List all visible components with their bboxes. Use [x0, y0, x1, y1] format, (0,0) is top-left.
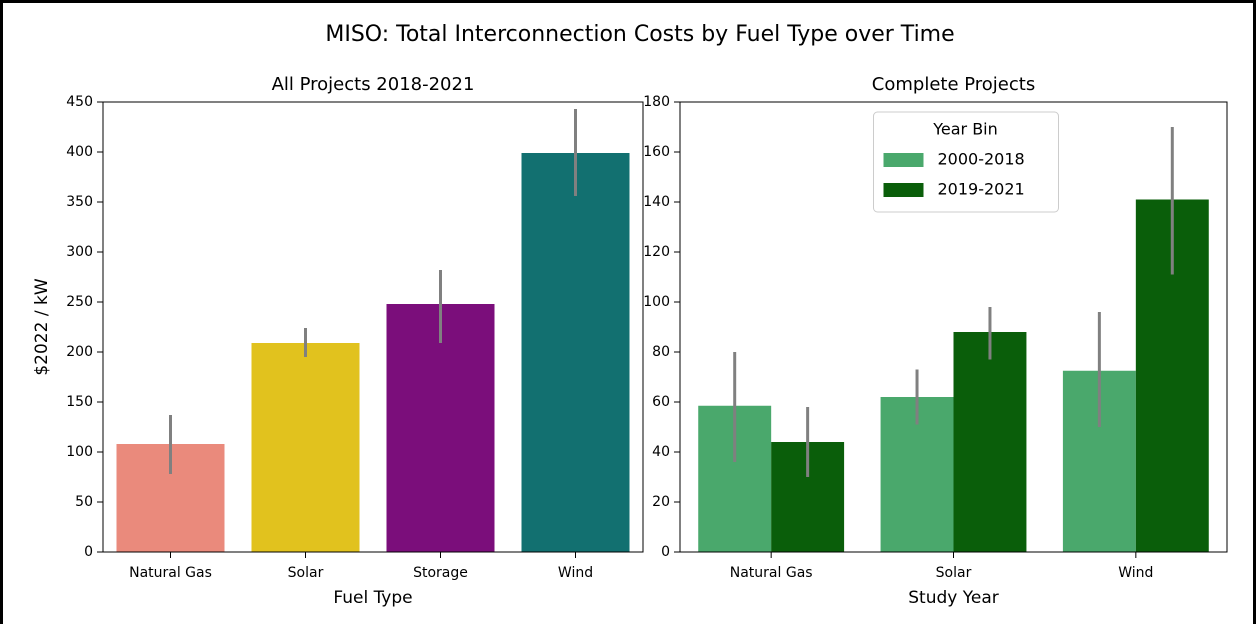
- x-tick-label: Solar: [288, 565, 324, 581]
- x-axis-label: Study Year: [908, 588, 998, 608]
- legend-title: Year Bin: [932, 120, 998, 139]
- x-tick-label: Wind: [558, 565, 593, 581]
- axes-frame: [679, 101, 1228, 553]
- y-tick-label: 450: [66, 94, 93, 110]
- bar: [521, 153, 630, 552]
- y-tick-label: 0: [661, 544, 670, 560]
- y-axis-label: $2022 / kW: [32, 278, 52, 375]
- subplot-title: All Projects 2018-2021: [272, 74, 475, 95]
- y-tick-label: 300: [66, 244, 93, 260]
- y-tick-label: 350: [66, 194, 93, 210]
- figure-title: MISO: Total Interconnection Costs by Fue…: [325, 22, 954, 47]
- y-tick-label: 140: [643, 194, 670, 210]
- bar: [386, 304, 495, 552]
- legend-label: 2019-2021: [938, 180, 1025, 199]
- y-tick-label: 100: [66, 444, 93, 460]
- y-tick-label: 100: [643, 294, 670, 310]
- legend-label: 2000-2018: [938, 150, 1025, 169]
- y-tick-label: 20: [652, 494, 670, 510]
- y-tick-label: 0: [84, 544, 93, 560]
- y-tick-label: 60: [652, 394, 670, 410]
- y-tick-label: 160: [643, 144, 670, 160]
- y-tick-label: 150: [66, 394, 93, 410]
- x-axis-label: Fuel Type: [333, 588, 412, 608]
- x-tick-label: Natural Gas: [730, 565, 813, 581]
- x-tick-label: Storage: [413, 565, 468, 581]
- y-tick-label: 180: [643, 94, 670, 110]
- y-tick-label: 50: [75, 494, 93, 510]
- subplot-title: Complete Projects: [872, 74, 1035, 95]
- y-tick-label: 40: [652, 444, 670, 460]
- bar: [251, 343, 360, 552]
- legend-swatch: [883, 153, 924, 167]
- legend-swatch: [883, 183, 924, 197]
- y-tick-label: 200: [66, 344, 93, 360]
- x-tick-label: Solar: [936, 565, 972, 581]
- y-tick-label: 120: [643, 244, 670, 260]
- bar: [953, 332, 1027, 552]
- axes-frame: [102, 101, 644, 553]
- y-tick-label: 400: [66, 144, 93, 160]
- y-tick-label: 80: [652, 344, 670, 360]
- x-tick-label: Natural Gas: [129, 565, 212, 581]
- y-tick-label: 250: [66, 294, 93, 310]
- x-tick-label: Wind: [1118, 565, 1153, 581]
